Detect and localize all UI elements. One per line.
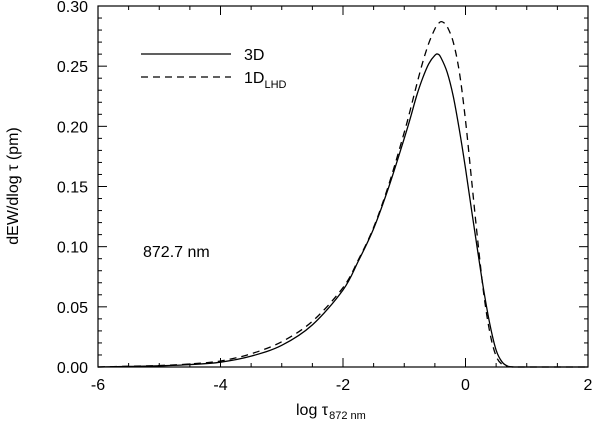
- x-axis-title-main: log τ: [296, 402, 329, 419]
- y-axis: 0.00 0.05 0.10 0.15 0.20 0.25 0.30: [57, 0, 588, 377]
- legend-label-3d: 3D: [244, 47, 264, 64]
- y-axis-title: dEW/dlog τ (pm): [5, 127, 22, 244]
- y-tick-label: 0.20: [57, 119, 88, 136]
- legend-label-1d: 1DLHD: [244, 70, 287, 91]
- legend: 3D 1DLHD: [141, 47, 287, 91]
- y-tick-label: 0.30: [57, 0, 88, 16]
- y-tick-label: 0.10: [57, 240, 88, 257]
- x-axis-title-sub: 872 nm: [329, 410, 366, 422]
- x-tick-label: 2: [584, 377, 593, 394]
- y-tick-label: 0.25: [57, 59, 88, 76]
- x-axis: -6 -4 -2 0 2: [91, 6, 593, 394]
- y-tick-label: 0.00: [57, 360, 88, 377]
- series-line-1d-lhd: [97, 20, 588, 368]
- legend-label-1d-main: 1D: [244, 70, 264, 87]
- series-line-3d: [97, 53, 588, 368]
- plot-frame: [97, 5, 589, 368]
- plot-area: [97, 20, 588, 368]
- x-tick-label: 0: [461, 377, 470, 394]
- legend-label-1d-sub: LHD: [264, 79, 286, 91]
- x-axis-title: log τ872 nm: [296, 402, 366, 422]
- y-tick-label: 0.05: [57, 300, 88, 317]
- wavelength-annotation: 872.7 nm: [143, 244, 210, 261]
- x-tick-label: -2: [336, 377, 350, 394]
- x-tick-label: -6: [91, 377, 105, 394]
- y-tick-label: 0.15: [57, 180, 88, 197]
- x-tick-label: -4: [213, 377, 227, 394]
